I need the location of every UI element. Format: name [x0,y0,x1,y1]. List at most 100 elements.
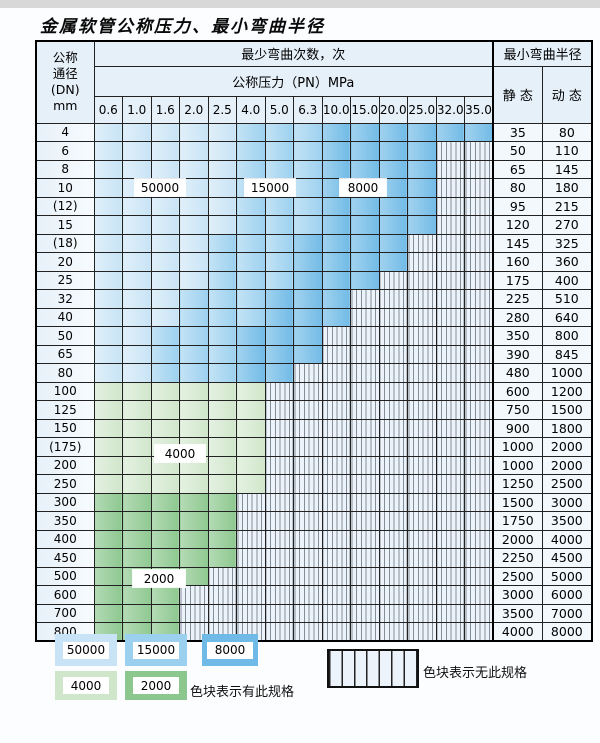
spec-cell [264,363,294,383]
spec-cell [150,344,180,364]
spec-cell [122,159,152,179]
spec-cell [150,233,180,253]
no-spec-cell [435,418,465,438]
spec-cell [321,270,351,290]
no-spec-cell [350,344,380,364]
no-spec-cell [378,344,408,364]
no-spec-cell [293,603,323,623]
spec-cell [236,455,266,475]
table-row: (18) 145 325 [35,233,593,253]
no-spec-cell [378,585,408,605]
no-spec-cell [435,307,465,327]
spec-cell [122,122,152,142]
no-spec-cell [435,511,465,531]
spec-cell [207,159,237,179]
dn-header-line1: 公称 [52,50,78,66]
spec-cell [264,344,294,364]
no-spec-cell [407,511,437,531]
no-spec-cell [264,622,294,642]
spec-cell [122,529,152,549]
no-spec-cell [293,529,323,549]
spec-cell [293,159,323,179]
no-spec-cell [435,622,465,642]
no-spec-cell [407,418,437,438]
dynamic-value-cell: 7000 [541,603,593,623]
dn-cell: 20 [35,252,95,272]
static-value-cell: 280 [492,307,543,327]
table-row: (12) 95 215 [35,196,593,216]
no-spec-cell [435,437,465,457]
no-spec-cell [236,603,266,623]
no-spec-cell [264,529,294,549]
spec-cell [407,159,437,179]
spec-cell [236,233,266,253]
legend-block-50000: 50000 [55,634,117,666]
pressure-col-header: 10.0 [321,95,351,124]
no-spec-cell [435,196,465,216]
dn-cell: 10 [35,178,95,198]
legend-label-15000: 15000 [133,641,179,659]
spec-cell [122,455,152,475]
no-spec-cell [350,307,380,327]
dynamic-value-cell: 180 [541,178,593,198]
pressure-col-header: 32.0 [435,95,465,124]
spec-cell [150,215,180,235]
spec-cell [236,381,266,401]
spec-cell [93,215,123,235]
spec-cell [93,492,123,512]
no-spec-cell [407,270,437,290]
no-spec-cell [435,252,465,272]
spec-cell [293,307,323,327]
no-spec-cell [293,381,323,401]
no-spec-cell [236,585,266,605]
legend-block-4000: 4000 [55,671,117,700]
dynamic-value-cell: 400 [541,270,593,290]
spec-cell [150,492,180,512]
spec-cell [93,548,123,568]
no-spec-cell [321,492,351,512]
table-row: 65 390 845 [35,344,593,364]
spec-cell [350,122,380,142]
spec-cell [93,307,123,327]
no-spec-cell [179,585,209,605]
no-spec-cell [350,455,380,475]
spec-cell [207,437,237,457]
spec-cell [122,141,152,161]
spec-cell [122,474,152,494]
spec-cell [350,196,380,216]
no-spec-cell [378,437,408,457]
no-spec-cell [464,326,494,346]
table-row: 50 350 800 [35,326,593,346]
spec-cell [407,122,437,142]
spec-cell [236,252,266,272]
spec-cell [207,455,237,475]
spec-cell [93,344,123,364]
no-spec-cell [321,400,351,420]
spec-cell [93,363,123,383]
table-row: 20 160 360 [35,252,593,272]
no-spec-cell [435,474,465,494]
bend-cycles-header: 最少弯曲次数，次 [93,40,494,67]
no-spec-cell [378,381,408,401]
spec-cell [236,215,266,235]
no-spec-cell [350,363,380,383]
dn-cell: (12) [35,196,95,216]
no-spec-cell [407,603,437,623]
no-spec-cell [407,548,437,568]
static-value-cell: 2500 [492,566,543,586]
spec-cell [179,289,209,309]
spec-cell [207,511,237,531]
spec-cell [122,603,152,623]
spec-cell [179,122,209,142]
spec-cell [179,252,209,272]
no-spec-cell [293,585,323,605]
no-spec-cell [321,529,351,549]
pressure-col-header: 20.0 [378,95,408,124]
no-spec-cell [435,141,465,161]
no-spec-cell [207,566,237,586]
table-row: 150 900 1800 [35,418,593,438]
no-spec-cell [464,215,494,235]
dynamic-value-cell: 4500 [541,548,593,568]
no-spec-cell [264,455,294,475]
no-spec-cell [264,437,294,457]
